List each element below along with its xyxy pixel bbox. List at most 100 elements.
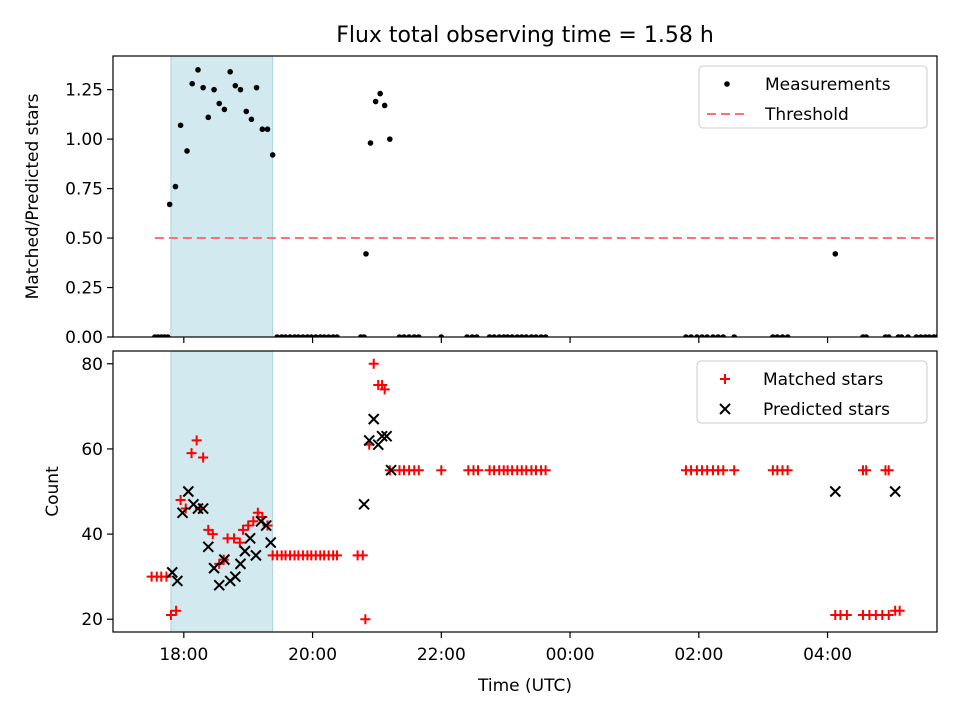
- data-point: [274, 334, 280, 337]
- y-tick-label: 0.00: [65, 328, 103, 348]
- y-tick-label: 0.75: [65, 180, 103, 200]
- data-point: [244, 532, 256, 545]
- legend-swatch-measurements: [724, 81, 730, 87]
- data-point: [260, 519, 272, 532]
- data-point: [376, 430, 388, 442]
- figure-title: Flux total observing time = 1.58 h: [336, 23, 714, 48]
- data-point: [238, 524, 249, 535]
- data-point: [926, 334, 933, 337]
- y-tick-label: 0.50: [65, 229, 103, 249]
- data-point: [197, 502, 209, 515]
- data-point: [195, 67, 201, 73]
- data-point: [171, 605, 182, 616]
- x-tick-label: 04:00: [803, 645, 852, 665]
- data-point: [325, 334, 332, 337]
- series-measurements: [152, 67, 950, 340]
- data-point: [232, 82, 239, 89]
- data-point: [715, 334, 721, 337]
- y-tick-label: 1.00: [65, 130, 103, 150]
- data-point: [176, 507, 189, 519]
- data-point: [321, 334, 327, 337]
- data-point: [694, 334, 700, 337]
- data-point: [192, 502, 204, 515]
- data-point: [208, 562, 220, 574]
- data-point: [894, 605, 905, 616]
- y-tick-label: 20: [81, 610, 103, 630]
- data-point: [889, 485, 901, 498]
- data-point: [363, 251, 369, 257]
- data-point: [211, 86, 217, 93]
- data-point: [171, 575, 184, 587]
- data-point: [883, 609, 894, 620]
- data-point: [287, 334, 293, 337]
- data-point: [913, 334, 920, 337]
- data-point: [379, 384, 390, 395]
- data-point: [166, 566, 178, 579]
- data-point: [934, 334, 937, 337]
- data-point: [234, 558, 247, 570]
- legend-label: Matched stars: [763, 370, 883, 390]
- data-point: [385, 464, 397, 476]
- data-point: [710, 334, 716, 337]
- data-point: [944, 334, 950, 340]
- data-point: [883, 465, 894, 476]
- data-point: [361, 334, 367, 337]
- data-point: [718, 465, 729, 476]
- legend: Measurements Threshold: [698, 65, 928, 129]
- data-point: [172, 183, 179, 190]
- data-point: [898, 334, 905, 337]
- data-point: [704, 334, 710, 337]
- data-point: [161, 571, 172, 582]
- data-point: [177, 122, 184, 129]
- data-point: [300, 334, 306, 337]
- data-point: [731, 334, 738, 337]
- data-point: [436, 465, 447, 476]
- data-point: [774, 334, 781, 337]
- data-point: [164, 334, 171, 337]
- data-point: [486, 334, 493, 337]
- data-point: [514, 334, 521, 337]
- data-point: [496, 334, 503, 337]
- data-point: [540, 465, 551, 476]
- data-point: [377, 90, 383, 97]
- data-point: [207, 529, 218, 540]
- data-point: [205, 114, 212, 121]
- data-point: [239, 545, 251, 557]
- data-point: [861, 465, 872, 476]
- data-point: [202, 541, 214, 553]
- data-point: [469, 334, 476, 337]
- data-point: [841, 609, 852, 620]
- data-point: [533, 334, 539, 337]
- legend-label: Threshold: [764, 105, 849, 125]
- data-point: [905, 334, 911, 337]
- data-point: [387, 136, 393, 142]
- data-point: [473, 465, 484, 476]
- axes-frame: [112, 350, 938, 633]
- data-point: [218, 553, 231, 566]
- data-point: [372, 98, 379, 105]
- data-point: [504, 334, 511, 337]
- data-point: [464, 334, 470, 337]
- data-point: [295, 334, 302, 337]
- series-predicted-stars: [166, 413, 901, 591]
- data-point: [381, 102, 388, 109]
- bottom-panel: 18:00 20:00 22:00 00:00 02:00 04:00 20 40 60 80 Co…: [43, 350, 938, 696]
- data-point: [175, 495, 186, 506]
- data-point: [782, 465, 793, 476]
- data-point: [863, 334, 869, 337]
- legend: Matched stars Predicted stars: [696, 360, 928, 424]
- data-point: [334, 334, 340, 337]
- data-point: [269, 152, 276, 158]
- data-point: [413, 465, 424, 476]
- data-point: [229, 570, 242, 583]
- data-point: [528, 334, 535, 337]
- data-point: [401, 334, 407, 337]
- data-point: [779, 334, 786, 337]
- axes-frame: [112, 55, 938, 338]
- data-point: [415, 334, 422, 337]
- data-point: [265, 536, 277, 549]
- legend-swatch-predicted-stars: [719, 403, 731, 415]
- data-point: [538, 334, 544, 337]
- y-tick-label: 40: [81, 525, 103, 545]
